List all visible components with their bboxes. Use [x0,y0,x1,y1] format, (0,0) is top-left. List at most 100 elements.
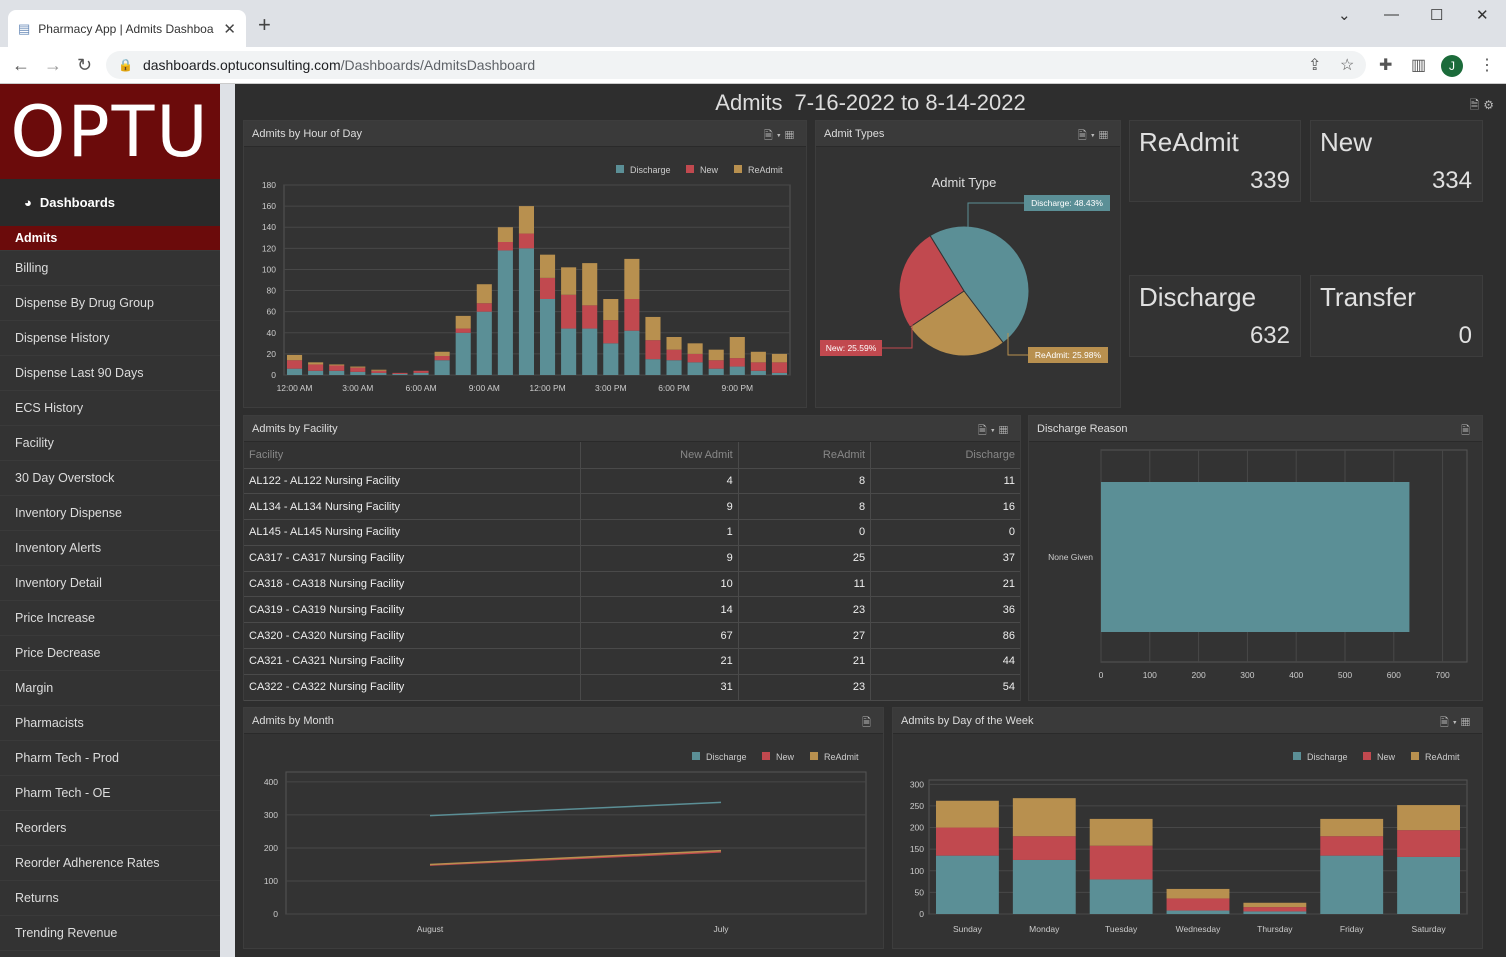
bar-segment [1012,836,1076,860]
table-row[interactable]: CA322 - CA322 Nursing Facility 31 23 54 [244,674,1020,701]
x-tick-label: 500 [1338,670,1352,680]
browser-menu-icon[interactable]: ⋮ [1479,57,1495,74]
dashboard-gauge-icon: ◕ [24,195,32,210]
bar-segment [434,351,450,356]
table-row[interactable]: CA317 - CA317 Nursing Facility 9 25 37 [244,545,1020,572]
legend-label: Discharge [1307,752,1348,762]
maximize-icon[interactable]: ☐ [1430,7,1444,24]
bar-segment [350,367,366,372]
x-tick-label: Saturday [1412,924,1447,934]
address-bar: ← → ↻ 🔒 dashboards.optuconsulting.com/Da… [0,47,1506,84]
bar-segment [750,351,766,363]
bar-segment [518,233,534,249]
export-dashboard-icon[interactable]: 🗎⚙ [1469,98,1498,112]
sidebar-item-dispense-by-drug-group[interactable]: Dispense By Drug Group [0,286,220,321]
bar-segment [329,365,345,371]
card-readmit: ReAdmit 339 [1129,120,1301,202]
sidebar-item-pharm-tech-prod[interactable]: Pharm Tech - Prod [0,741,220,776]
sidebar-item-pharmacists[interactable]: Pharmacists [0,706,220,741]
panel-export-icon[interactable]: 🗎 [862,717,875,729]
table-row[interactable]: CA318 - CA318 Nursing Facility 10 11 21 [244,571,1020,598]
minimize-icon[interactable]: — [1384,6,1399,23]
browser-tab[interactable]: ▤ Pharmacy App | Admits Dashboa ✕ [8,10,246,47]
back-icon[interactable]: ← [12,55,30,75]
sidebar-item-inventory-alerts[interactable]: Inventory Alerts [0,531,220,566]
sidebar-item-inventory-detail[interactable]: Inventory Detail [0,566,220,601]
column-header[interactable]: New Admit [580,442,739,469]
panel-export-icon[interactable]: 🗎 [1461,425,1474,437]
table-cell: 27 [738,622,872,650]
bar-segment [687,362,703,375]
table-row[interactable]: CA320 - CA320 Nursing Facility 67 27 86 [244,622,1020,650]
column-header[interactable]: ReAdmit [738,442,872,469]
close-window-icon[interactable]: ✕ [1476,7,1489,24]
new-tab-icon[interactable]: + [258,12,271,37]
sidebar-item-dispense-history[interactable]: Dispense History [0,321,220,356]
x-tick-label: Wednesday [1176,924,1221,934]
close-tab-icon[interactable]: ✕ [223,20,236,38]
bar-segment [729,358,745,367]
y-tick-label: 0 [919,909,924,919]
column-header[interactable]: Facility [244,442,581,469]
bar-segment [287,360,303,369]
sidebar-item-price-decrease[interactable]: Price Decrease [0,636,220,671]
sidebar-item-price-increase[interactable]: Price Increase [0,601,220,636]
panel-title: Admit Types [824,127,885,140]
dashboards-header[interactable]: ◕ Dashboards [0,179,220,226]
bar-segment [1397,856,1460,914]
card-value: 632 [1249,322,1290,349]
table-cell: CA318 - CA318 Nursing Facility [244,571,581,598]
bar-segment [540,277,556,299]
sidebar-item-trending-revenue[interactable]: Trending Revenue [0,916,220,951]
sidebar-item-pharm-tech-oe[interactable]: Pharm Tech - OE [0,776,220,811]
share-icon[interactable]: ⇪ [1308,57,1322,74]
profile-avatar[interactable]: J [1441,55,1463,77]
sidebar-item-30-day-overstock[interactable]: 30 Day Overstock [0,461,220,496]
table-cell: 21 [870,571,1020,598]
sidebar-item-returns[interactable]: Returns [0,881,220,916]
series-line [429,849,722,866]
x-tick-label: August [417,924,444,934]
y-tick-label: 100 [264,876,278,886]
bookmark-star-icon[interactable]: ☆ [1340,57,1355,74]
bar-segment [708,349,724,361]
sidebar-item-reorder-adherence-rates[interactable]: Reorder Adherence Rates [0,846,220,881]
url-field[interactable]: 🔒 dashboards.optuconsulting.com/Dashboar… [106,51,1366,79]
table-cell: 9 [580,493,739,521]
sidebar-item-dispense-last-90-days[interactable]: Dispense Last 90 Days [0,356,220,391]
card-new: New 334 [1310,120,1483,202]
sidebar-item-margin[interactable]: Margin [0,671,220,706]
sidebar-item-admits[interactable]: Admits [0,226,220,251]
panel-title: Admits by Hour of Day [252,127,363,140]
sidebar-item-facility[interactable]: Facility [0,426,220,461]
sidebar-item-reorders[interactable]: Reorders [0,811,220,846]
panel-export-icon[interactable]: 🗎▾▦ [977,425,1012,437]
bar-segment [455,332,471,375]
panel-export-icon[interactable]: 🗎▾▦ [1439,717,1474,729]
panel-admits-by-facility: Admits by Facility 🗎▾▦ Facility New Admit… [243,415,1021,701]
x-tick-label: 3:00 PM [595,383,627,393]
table-row[interactable]: CA319 - CA319 Nursing Facility 14 23 36 [244,596,1020,624]
reload-icon[interactable]: ↻ [77,55,93,75]
sidebar-item-billing[interactable]: Billing [0,251,220,286]
column-header[interactable]: Discharge [870,442,1020,469]
table-row[interactable]: AL122 - AL122 Nursing Facility 4 8 11 [244,468,1020,495]
tab-search-icon[interactable]: ⌄ [1338,7,1351,24]
table-row[interactable]: AL134 - AL134 Nursing Facility 9 8 16 [244,493,1020,521]
extensions-icon[interactable]: ✚ [1379,57,1393,74]
sidebar-item-inventory-dispense[interactable]: Inventory Dispense [0,496,220,531]
table-row[interactable]: AL145 - AL145 Nursing Facility 1 0 0 [244,519,1020,546]
bar-segment [413,370,429,373]
discharge-reason-chart: 0 100 200 300 400 500 600 700 None Given [1048,449,1468,680]
bar-segment [1397,805,1460,831]
table-row[interactable]: CA321 - CA321 Nursing Facility 21 21 44 [244,648,1020,675]
bar-segment [1243,911,1307,914]
panel-export-icon[interactable]: 🗎▾▦ [1077,130,1112,142]
legend-label: Discharge [706,752,747,762]
bar-segment [666,349,682,361]
side-panel-icon[interactable]: ▥ [1411,57,1427,74]
forward-icon[interactable]: → [44,55,62,75]
panel-export-icon[interactable]: 🗎▾▦ [763,130,798,142]
bar-segment [329,370,345,375]
sidebar-item-ecs-history[interactable]: ECS History [0,391,220,426]
